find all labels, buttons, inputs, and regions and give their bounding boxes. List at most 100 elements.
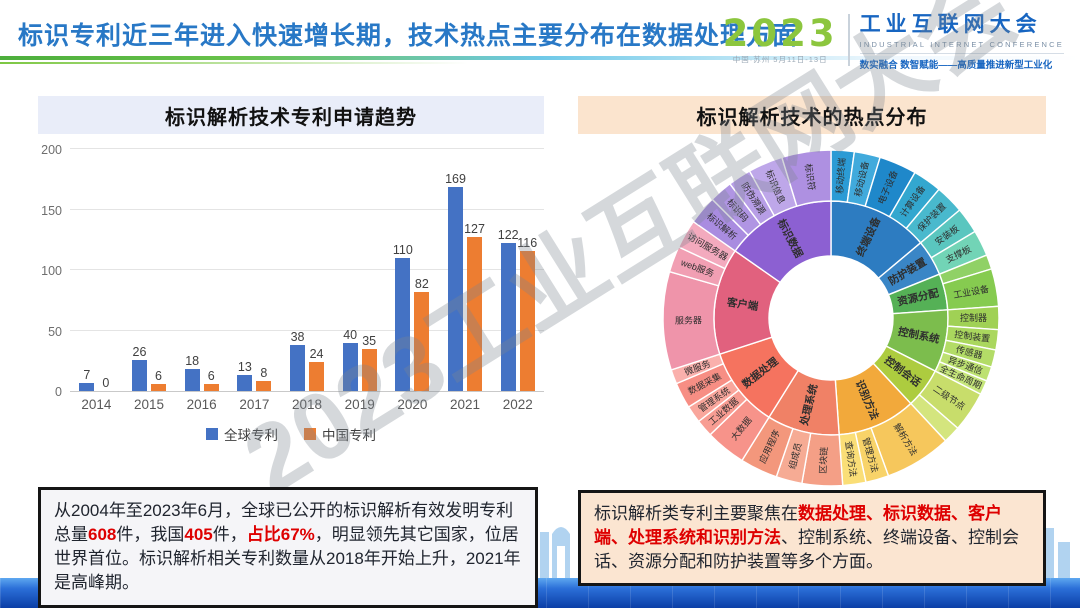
bar-group-2021: 169 127	[439, 150, 492, 391]
title-underline-decoration	[0, 56, 1080, 60]
logo-year: 2023	[722, 11, 838, 55]
logo-venue: 中国·苏州 5月11日-13日	[732, 54, 828, 64]
legend-item: 中国专利	[304, 424, 376, 444]
bar-chart-bars: 7 0 26 6 18 6 13 8 38 24 40 35 110 82 169 127 122 116	[70, 150, 544, 391]
bar-value-label: 127	[464, 222, 485, 237]
bar-全球专利	[448, 186, 464, 391]
logo-name-block: 工业互联网大会 INDUSTRIAL INTERNET CONFERENCE 数…	[859, 8, 1064, 71]
gridline	[70, 269, 544, 270]
y-tick-label: 50	[48, 324, 62, 339]
bar-value-label: 7	[83, 367, 91, 382]
body-text: ，明显领先其它国家，位居世界首位。标识解析相关专利数量从2018年开始上升，20…	[54, 525, 521, 593]
bar-group-2019: 40 35	[333, 150, 386, 391]
sunburst-subsegment-标识符	[781, 149, 832, 207]
summary-box-right: 标识解析类专利主要聚焦在数据处理、标识数据、客户端、处理系统和识别方法、控制系统…	[578, 490, 1046, 587]
bar-中国专利	[361, 348, 377, 391]
bar-中国专利	[467, 237, 483, 391]
bar-group-2018: 38 24	[281, 150, 334, 391]
bar-全球专利	[290, 345, 306, 391]
sunburst-label: 控制器	[960, 312, 987, 323]
bar-全球专利	[395, 257, 411, 391]
bar-group-2015: 26 6	[123, 150, 176, 391]
bar-value-label: 18	[185, 354, 200, 369]
logo-name-en: INDUSTRIAL INTERNET CONFERENCE	[859, 40, 1064, 49]
legend-swatch	[206, 428, 218, 440]
highlight-text: 占比67%	[246, 525, 315, 545]
bar-全球专利	[500, 243, 516, 391]
bar-value-label: 6	[207, 368, 215, 383]
x-tick-label: 2014	[81, 397, 112, 412]
bar-中国专利	[414, 291, 430, 391]
sunburst-label: 标识符	[803, 163, 818, 191]
bar-chart-title: 标识解析技术专利申请趋势	[38, 96, 544, 134]
bar-中国专利	[256, 381, 272, 391]
bar-value-label: 116	[517, 235, 538, 250]
x-tick-label: 2019	[344, 397, 375, 412]
bar-value-label: 122	[497, 228, 519, 243]
bar-value-label: 38	[290, 330, 305, 345]
highlight-text: 405	[184, 525, 213, 545]
y-tick-label: 0	[55, 385, 62, 399]
sunburst-label: 区块链	[817, 447, 829, 475]
bar-value-label: 110	[392, 242, 413, 257]
bar-value-label: 35	[362, 333, 377, 348]
bar-group-2017: 13 8	[228, 150, 281, 391]
bar-chart-plot-area: 7 0 26 6 18 6 13 8 38 24 40 35 110 82 169 127 122 116	[70, 148, 544, 392]
x-tick-label: 2018	[292, 397, 323, 412]
bar-value-label: 26	[132, 344, 147, 359]
x-tick-label: 2017	[239, 397, 270, 412]
body-text: 标识解析类专利主要聚焦在	[594, 504, 798, 523]
summary-box-left: 从2004年至2023年6月，全球已公开的标识解析有效发明专利总量608件，我国…	[38, 487, 538, 608]
bar-group-2016: 18 6	[175, 150, 228, 391]
sunburst-label: 服务器	[675, 314, 702, 325]
sunburst-label: 控制装置	[954, 328, 991, 344]
sunburst-chart-title: 标识解析技术的热点分布	[578, 96, 1046, 134]
x-tick-label: 2021	[450, 397, 481, 412]
legend-item: 全球专利	[206, 424, 278, 444]
y-tick-label: 150	[41, 203, 62, 218]
bar-value-label: 13	[237, 360, 252, 375]
bar-chart-x-axis: 2014 2015 2016 2017 2018 2019 2020 2021 2022	[70, 392, 544, 412]
logo-tagline: 数实融合 数智赋能——高质量推进新型工业化	[859, 53, 1064, 71]
bar-group-2020: 110 82	[386, 150, 439, 391]
body-text: 件，我国	[116, 525, 185, 545]
bar-全球专利	[237, 375, 253, 391]
patent-trend-bar-chart: 0 50 100 150 200 7 0 26 6 18 6 13 8 38 24 40 35 110 82 169…	[38, 143, 544, 444]
gridline	[70, 208, 544, 210]
bar-value-label: 24	[309, 346, 324, 361]
legend-swatch	[304, 428, 316, 440]
sunburst-label: 移动终端	[834, 157, 847, 194]
title-underline-decoration-2	[0, 62, 520, 64]
bar-中国专利	[203, 383, 219, 391]
bar-value-label: 8	[260, 366, 268, 381]
sunburst-label: 查询方法	[843, 440, 859, 477]
bar-value-label: 6	[155, 368, 162, 383]
highlight-text: 数据处理、标识数据、客户端、处理系统和识别方法	[594, 504, 1002, 548]
bar-value-label: 169	[445, 171, 466, 186]
y-tick-label: 100	[41, 264, 62, 278]
sunburst-label: 客户端	[725, 295, 760, 313]
logo-name-cn: 工业互联网大会	[859, 13, 1042, 36]
highlight-text: 608	[88, 525, 117, 545]
bar-全球专利	[342, 342, 358, 391]
body-text: 、控制系统、终端设备、控制会话、资源分配和防护装置等多个方面。	[594, 528, 1019, 572]
bar-中国专利	[519, 250, 535, 391]
bar-chart-legend: 全球专利 中国专利	[38, 424, 544, 444]
gridline	[70, 329, 544, 331]
bar-chart-y-axis: 0 50 100 150 200	[38, 143, 70, 399]
bar-group-2022: 122 116	[491, 150, 544, 391]
bar-全球专利	[184, 369, 200, 391]
legend-label: 中国专利	[322, 428, 376, 443]
y-tick-label: 200	[41, 143, 62, 157]
gridline	[70, 148, 544, 149]
x-tick-label: 2016	[186, 397, 217, 412]
body-text: 从2004年至2023年6月，全球已公开的标识解析有效发明专利总量	[54, 501, 514, 545]
bar-全球专利	[132, 359, 147, 391]
page-title: 标识专利近三年进入快速增长期，技术热点主要分布在数据处理方面	[18, 22, 799, 50]
bar-value-label: 40	[343, 327, 358, 342]
conference-logo: 2023 中国·苏州 5月11日-13日 工业互联网大会 INDUSTRIAL …	[723, 8, 1064, 71]
x-tick-label: 2022	[502, 397, 533, 412]
bar-全球专利	[79, 382, 95, 391]
